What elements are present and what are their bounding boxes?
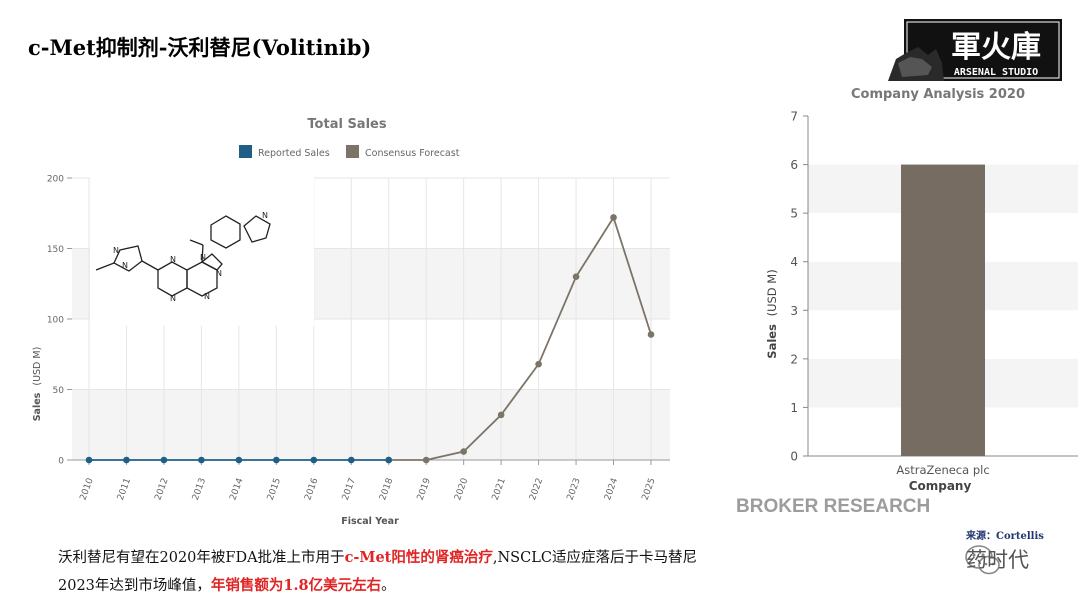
svg-text:N: N xyxy=(204,292,210,301)
data-point xyxy=(385,456,393,464)
data-point xyxy=(535,360,542,368)
y-tick-label: 1 xyxy=(790,401,798,415)
data-point xyxy=(273,456,280,464)
data-point xyxy=(198,456,205,464)
logo-sub-text: ARSENAL STUDIO xyxy=(954,67,1038,78)
y-tick-label: 50 xyxy=(53,386,65,396)
source-label: 来源：Cortellis xyxy=(966,531,1044,542)
slide-title: c-Met抑制剂-沃利替尼(Volitinib) xyxy=(28,35,372,60)
molecule-structure: NN NN NN NN xyxy=(90,176,314,326)
left-chart-xlabel: Fiscal Year xyxy=(341,516,399,527)
caption-highlight-2: 年销售额为1.8亿美元左右 xyxy=(210,577,382,594)
x-tick-label: 2025 xyxy=(641,477,658,502)
y-tick-label: 0 xyxy=(58,457,64,467)
broker-research-label: BROKER RESEARCH xyxy=(736,496,931,517)
legend-swatch-forecast xyxy=(346,145,359,158)
svg-text:N: N xyxy=(113,246,119,255)
data-point xyxy=(160,456,168,464)
legend-swatch-reported xyxy=(239,145,252,158)
x-tick-label: 2010 xyxy=(79,477,96,502)
x-tick-label: 2013 xyxy=(191,477,208,502)
data-point xyxy=(647,331,655,338)
svg-text:N: N xyxy=(122,261,128,270)
logo-main-text: 軍火庫 xyxy=(951,30,1041,65)
total-sales-chart: Total Sales Reported Sales Consensus For… xyxy=(32,117,670,527)
y-tick-label: 5 xyxy=(790,207,798,221)
data-point xyxy=(460,448,467,455)
y-tick-label: 150 xyxy=(47,245,64,255)
series-line-consensus-forecast xyxy=(388,215,652,461)
data-point xyxy=(235,456,243,464)
x-tick-label: 2015 xyxy=(266,477,283,502)
bar xyxy=(901,164,985,457)
data-point xyxy=(347,456,355,464)
caption-line-2: 2023年达到市场峰值，年销售额为1.8亿美元左右。 xyxy=(58,577,396,594)
x-tick-label: 2020 xyxy=(453,477,470,502)
right-chart-title: Company Analysis 2020 xyxy=(851,87,1025,102)
plot-band xyxy=(72,389,670,460)
y-tick-label: 6 xyxy=(790,158,798,172)
y-tick-label: 0 xyxy=(790,450,798,464)
svg-text:N: N xyxy=(170,255,176,264)
data-point xyxy=(610,214,617,221)
arsenal-studio-logo: 軍火庫 ARSENAL STUDIO xyxy=(888,19,1062,81)
x-tick-label: 2018 xyxy=(378,477,395,502)
company-analysis-chart: Company Analysis 2020 0 1 2 3 4 5 6 7 AstraZene… xyxy=(765,87,1078,493)
data-point xyxy=(310,456,318,464)
x-tick-label: 2021 xyxy=(491,477,508,502)
x-tick-label: 2022 xyxy=(528,477,545,502)
data-point xyxy=(422,456,430,464)
x-tick-label: 2014 xyxy=(228,477,245,502)
left-chart-legend: Reported Sales Consensus Forecast xyxy=(239,145,460,159)
data-point xyxy=(572,273,580,280)
wechat-account-name: 药时代 xyxy=(966,548,1029,572)
caption-line-1: 沃利替尼有望在2020年被FDA批准上市用于c-Met阳性的肾癌治疗,NSCLC… xyxy=(58,549,697,566)
x-tick-label: 2011 xyxy=(116,477,133,502)
svg-text:N: N xyxy=(200,253,206,262)
right-chart-ylabel: Sales (USD M) xyxy=(765,269,779,358)
caption-highlight-1: c-Met阳性的肾癌治疗 xyxy=(344,549,493,566)
data-point xyxy=(497,411,505,419)
x-tick-label: 2024 xyxy=(603,477,620,502)
x-tick-label: 2023 xyxy=(566,477,583,502)
y-tick-label: 7 xyxy=(790,110,798,124)
left-chart-title: Total Sales xyxy=(307,117,386,132)
legend-label-forecast: Consensus Forecast xyxy=(365,148,460,159)
caption: 沃利替尼有望在2020年被FDA批准上市用于c-Met阳性的肾癌治疗,NSCLC… xyxy=(58,544,818,600)
x-tick-label: 2016 xyxy=(303,477,320,502)
y-tick-label: 200 xyxy=(47,175,64,185)
svg-text:N: N xyxy=(262,211,268,220)
legend-label-reported: Reported Sales xyxy=(258,148,330,159)
data-point xyxy=(123,456,130,464)
y-tick-label: 2 xyxy=(790,352,798,366)
right-chart-xlabel: Company xyxy=(909,479,972,493)
y-tick-label: 4 xyxy=(790,255,798,269)
y-tick-label: 100 xyxy=(47,316,64,326)
data-point xyxy=(85,456,93,464)
x-tick-label: 2017 xyxy=(341,477,358,502)
svg-text:N: N xyxy=(170,294,176,303)
x-tick-label: 2019 xyxy=(416,477,433,502)
x-category-label: AstraZeneca plc xyxy=(896,463,989,477)
left-chart-ylabel: Sales (USD M) xyxy=(32,347,43,422)
x-tick-label: 2012 xyxy=(153,477,170,502)
wechat-icon xyxy=(965,545,1000,575)
y-tick-label: 3 xyxy=(790,304,798,318)
svg-text:N: N xyxy=(216,269,222,278)
